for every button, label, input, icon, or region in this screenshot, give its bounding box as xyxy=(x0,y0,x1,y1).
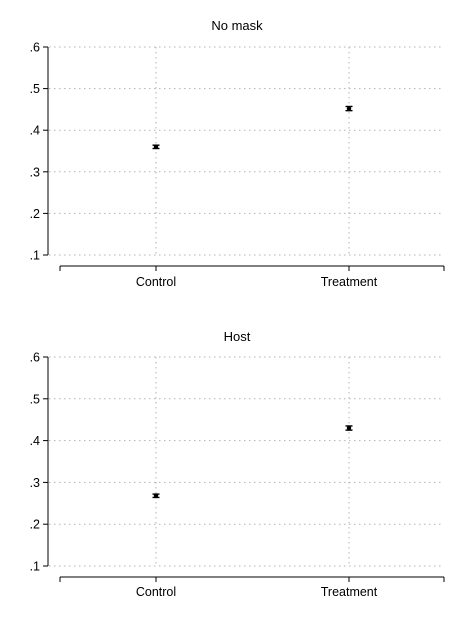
chart-title-no-mask: No mask xyxy=(211,18,263,33)
x-tick-label-control: Control xyxy=(136,275,176,289)
y-tick-label: .1 xyxy=(30,560,40,574)
y-tick-label: .2 xyxy=(30,207,40,221)
x-tick-label-control: Control xyxy=(136,585,176,599)
y-tick-label: .4 xyxy=(30,434,40,448)
data-point-treatment xyxy=(346,106,352,111)
y-tick-label: .2 xyxy=(30,518,40,532)
x-tick-label-treatment: Treatment xyxy=(321,585,378,599)
chart-panel-host: Host .1 .2 .3 .4 .5 .6 Control Treatment xyxy=(30,329,445,599)
data-point-control xyxy=(153,493,159,498)
data-point-control xyxy=(153,144,159,150)
y-tick-label: .5 xyxy=(30,82,40,96)
y-tick-label: .3 xyxy=(30,476,40,490)
chart-title-host: Host xyxy=(224,329,251,344)
data-point-treatment xyxy=(346,425,352,431)
y-tick-label: .1 xyxy=(30,249,40,263)
y-tick-label: .6 xyxy=(30,351,40,365)
y-tick-label: .5 xyxy=(30,392,40,406)
chart-panel-no-mask: No mask .1 .2 .3 .4 .5 .6 Control Treatment xyxy=(30,18,445,289)
x-tick-label-treatment: Treatment xyxy=(321,275,378,289)
y-tick-label: .6 xyxy=(30,41,40,55)
y-tick-label: .3 xyxy=(30,165,40,179)
y-tick-label: .4 xyxy=(30,124,40,138)
